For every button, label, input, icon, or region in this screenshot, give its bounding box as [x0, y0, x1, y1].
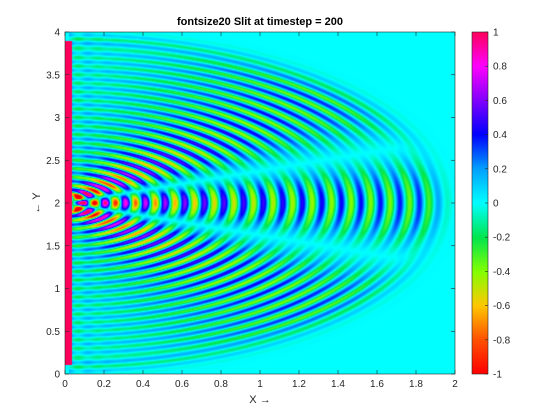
plot-area: 0 0.2 0.4 0.6 0.8 1 1.2 1.4 1.6 1.8 2 0 0.5 1 1.5 2 2.5… [46, 28, 458, 391]
x-axis: 0 0.2 0.4 0.6 0.8 1 1.2 1.4 1.6 1.8 2 [62, 32, 458, 390]
x-tick-label: 0.8 [214, 379, 228, 390]
colorbar-tick-label: 1 [493, 28, 499, 39]
x-tick-label: 0 [62, 379, 68, 390]
colorbar-tick-label: 0 [493, 199, 499, 210]
y-axis: 0 0.5 1 1.5 2 2.5 3 3.5 4 [46, 28, 455, 381]
colorbar-tick-label: 0.8 [493, 62, 507, 73]
x-axis-label: X → [249, 394, 270, 406]
y-tick-label: 1.5 [46, 241, 60, 252]
y-axis-label: ← Y [31, 192, 43, 214]
colorbar-tick-label: 0.6 [493, 96, 507, 107]
x-tick-label: 1.2 [292, 379, 306, 390]
colorbar-tick-label: -0.6 [493, 301, 511, 312]
x-tick-label: 1.6 [370, 379, 384, 390]
y-tick-label: 0.5 [46, 327, 60, 338]
y-tick-label: 1 [54, 284, 60, 295]
colorbar: 1 0.8 0.6 0.4 0.2 0 -0.2 -0.4 -0.6 -0.8 -1 [471, 28, 511, 381]
colorbar-tick-label: -0.2 [493, 233, 511, 244]
colorbar-tick-label: 0.4 [493, 130, 507, 141]
y-tick-label: 2.5 [46, 156, 60, 167]
y-tick-label: 3.5 [46, 70, 60, 81]
colorbar-gradient [472, 32, 488, 374]
colorbar-tick-label: -0.4 [493, 267, 511, 278]
x-tick-label: 0.2 [97, 379, 111, 390]
colorbar-tick-label: 0.2 [493, 164, 507, 175]
x-tick-label: 0.6 [175, 379, 189, 390]
chart-title: fontsize20 Slit at timestep = 200 [177, 16, 343, 28]
x-tick-label: 1 [257, 379, 263, 390]
y-tick-label: 2 [54, 199, 60, 210]
y-tick-label: 0 [54, 370, 60, 381]
x-tick-label: 2 [452, 379, 458, 390]
y-tick-label: 3 [54, 113, 60, 124]
x-tick-label: 0.4 [136, 379, 150, 390]
x-tick-label: 1.4 [331, 379, 345, 390]
colorbar-tick-label: -0.8 [493, 335, 511, 346]
wave-field [65, 32, 455, 374]
y-tick-label: 4 [54, 28, 60, 39]
colorbar-ticks: 1 0.8 0.6 0.4 0.2 0 -0.2 -0.4 -0.6 -0.8 -1 [485, 28, 511, 381]
x-tick-label: 1.8 [409, 379, 423, 390]
colorbar-tick-label: -1 [493, 370, 502, 381]
